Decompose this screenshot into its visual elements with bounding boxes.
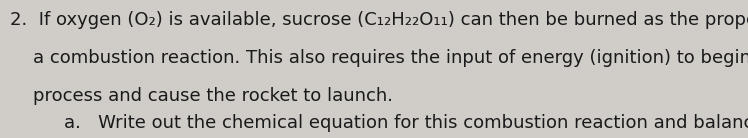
Text: a combustion reaction. This also requires the input of energy (ignition) to begi: a combustion reaction. This also require… <box>33 50 748 67</box>
Text: 2.  If oxygen (O₂) is available, sucrose (C₁₂H₂₂O₁₁) can then be burned as the p: 2. If oxygen (O₂) is available, sucrose … <box>10 11 748 29</box>
Text: process and cause the rocket to launch.: process and cause the rocket to launch. <box>33 87 393 105</box>
Text: a.   Write out the chemical equation for this combustion reaction and balance it: a. Write out the chemical equation for t… <box>64 114 748 132</box>
